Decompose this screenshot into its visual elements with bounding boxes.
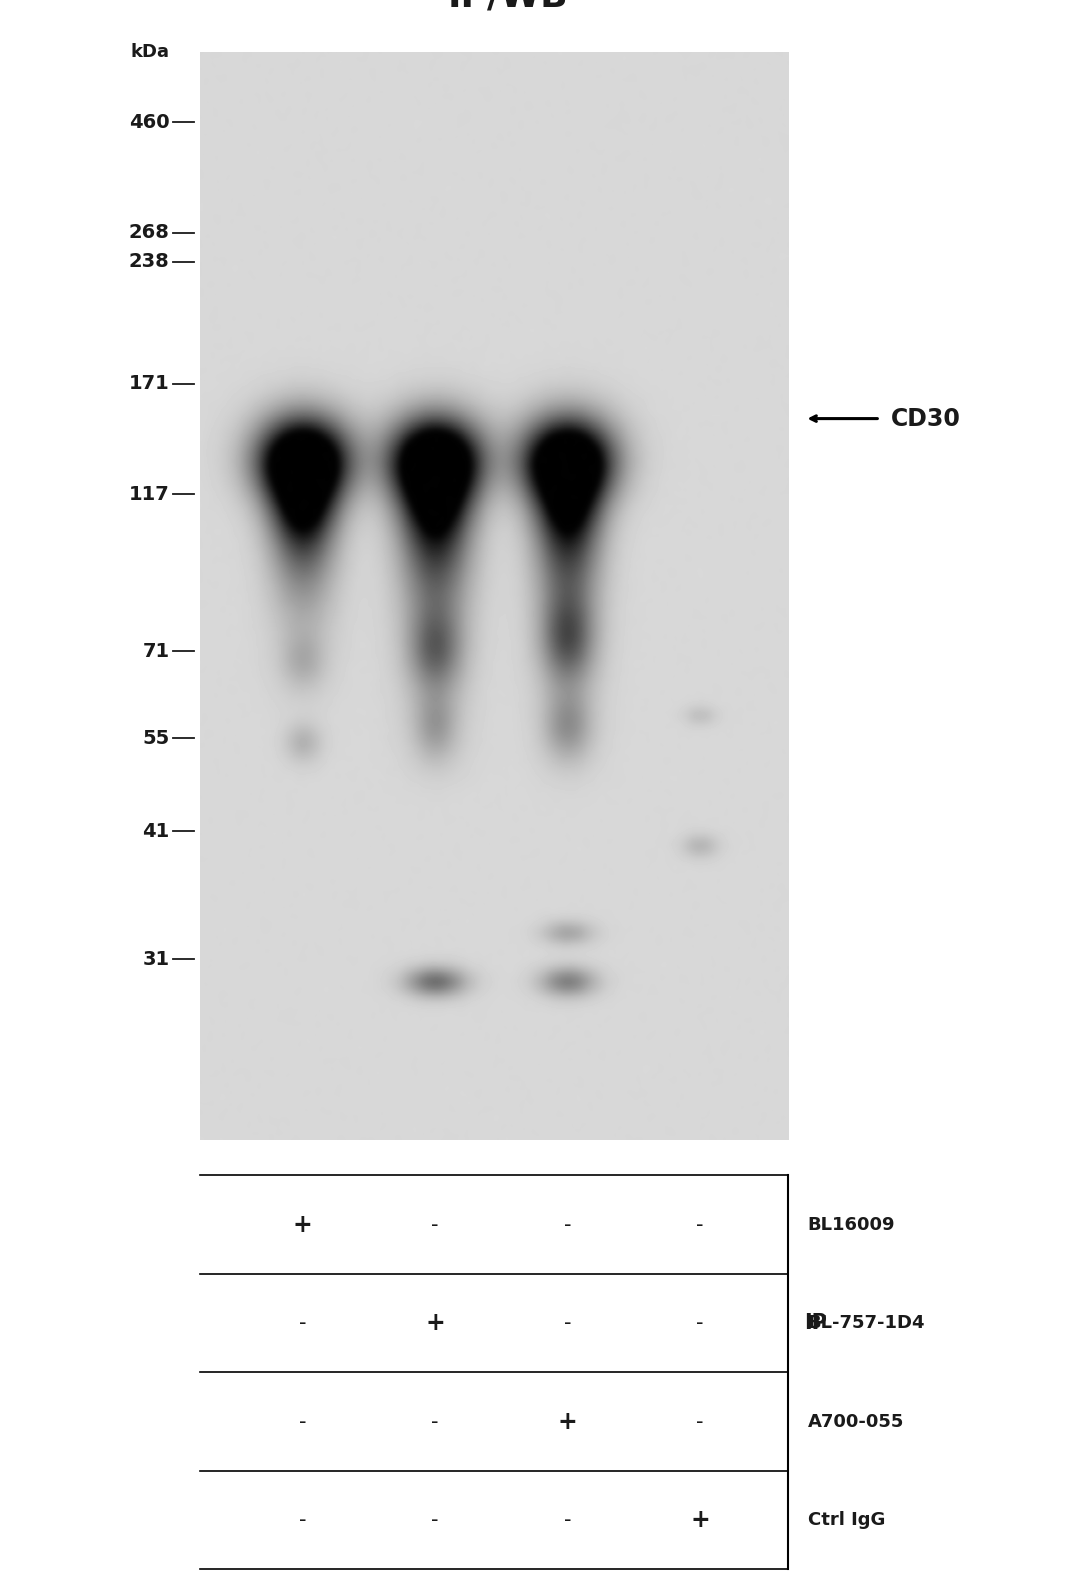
Text: IP/WB: IP/WB — [447, 0, 568, 14]
Text: 55: 55 — [143, 729, 170, 748]
Text: CD30: CD30 — [891, 407, 961, 430]
Text: -: - — [697, 1313, 704, 1334]
Text: 238: 238 — [129, 252, 170, 271]
Text: -: - — [697, 1215, 704, 1234]
Text: +: + — [426, 1311, 445, 1335]
Text: +: + — [293, 1213, 313, 1237]
Text: -: - — [299, 1411, 307, 1432]
Text: BL16009: BL16009 — [808, 1215, 895, 1234]
Text: -: - — [432, 1215, 438, 1234]
Text: -: - — [432, 1511, 438, 1530]
Text: IP: IP — [805, 1313, 827, 1334]
Text: 31: 31 — [143, 949, 170, 968]
Text: Ctrl IgG: Ctrl IgG — [808, 1511, 886, 1530]
Text: 460: 460 — [129, 112, 170, 131]
Text: +: + — [690, 1508, 710, 1531]
Text: -: - — [564, 1313, 571, 1334]
Text: -: - — [564, 1215, 571, 1234]
Text: kDa: kDa — [131, 43, 170, 62]
Text: -: - — [564, 1511, 571, 1530]
Text: 268: 268 — [129, 223, 170, 242]
Text: 41: 41 — [143, 823, 170, 842]
Text: A700-055: A700-055 — [808, 1413, 904, 1430]
Text: BL-757-1D4: BL-757-1D4 — [808, 1315, 926, 1332]
Text: -: - — [299, 1313, 307, 1334]
Text: +: + — [557, 1410, 578, 1433]
Text: 171: 171 — [129, 375, 170, 394]
Text: 71: 71 — [143, 642, 170, 661]
Text: -: - — [697, 1411, 704, 1432]
Text: 117: 117 — [129, 484, 170, 503]
Text: -: - — [299, 1511, 307, 1530]
Text: -: - — [432, 1411, 438, 1432]
